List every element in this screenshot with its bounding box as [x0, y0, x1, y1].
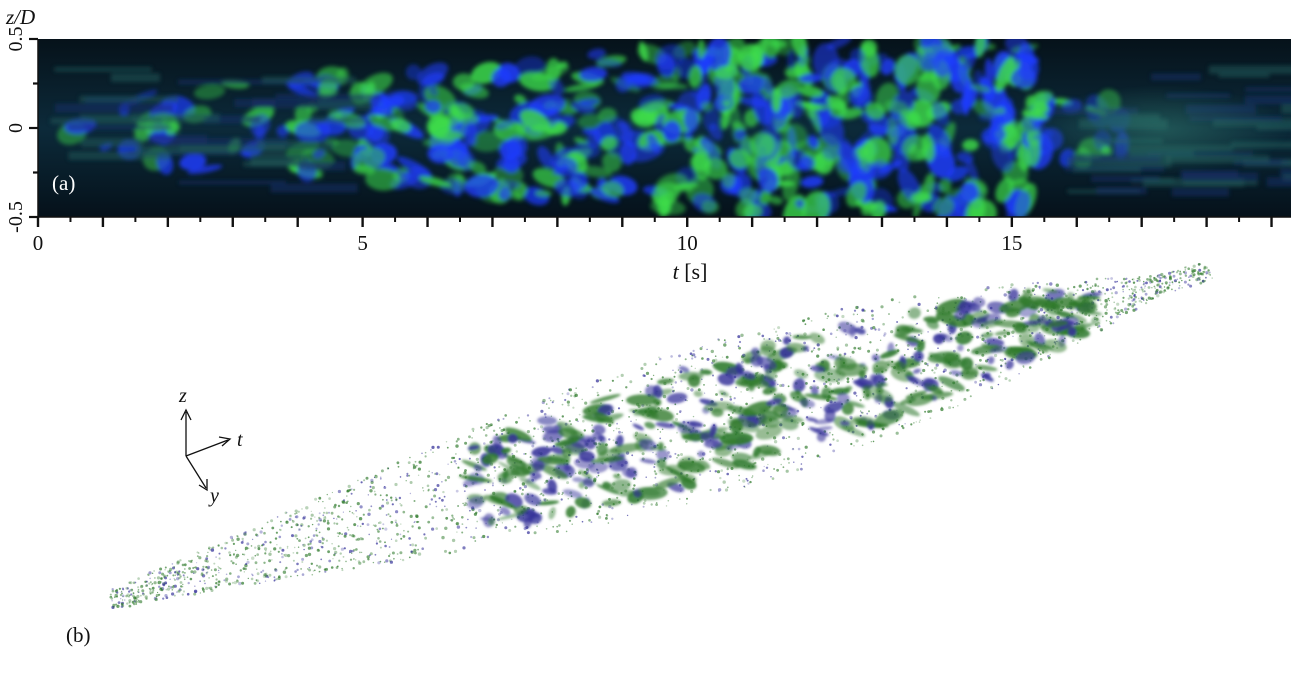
x-tick-label: 5 [357, 231, 368, 255]
panel-a-figure: 0 5 10 15 0.5 0 -0.5 z/D (a) t [s] [5, 5, 1291, 284]
y-tick-label: 0 [5, 123, 27, 133]
axis-t-label: t [237, 429, 243, 451]
panel-a-label: (a) [52, 171, 75, 195]
axes-triad [180, 408, 232, 492]
x-axis-label: t [s] [673, 259, 708, 284]
y-tick-label: -0.5 [5, 201, 27, 233]
y-axis-ticks: 0.5 0 -0.5 [5, 27, 38, 233]
x-axis-ticks: 0 5 10 15 [33, 217, 1273, 255]
y-axis-label: z/D [5, 5, 35, 29]
volume-rendering [109, 263, 1213, 610]
axis-y-label: y [208, 485, 219, 507]
x-tick-label: 0 [33, 231, 44, 255]
x-tick-label: 15 [1001, 231, 1022, 255]
panel-b-label: (b) [66, 623, 91, 647]
axis-z-label: z [178, 385, 187, 407]
y-tick-label: 0.5 [5, 27, 27, 52]
x-tick-label: 10 [677, 231, 698, 255]
